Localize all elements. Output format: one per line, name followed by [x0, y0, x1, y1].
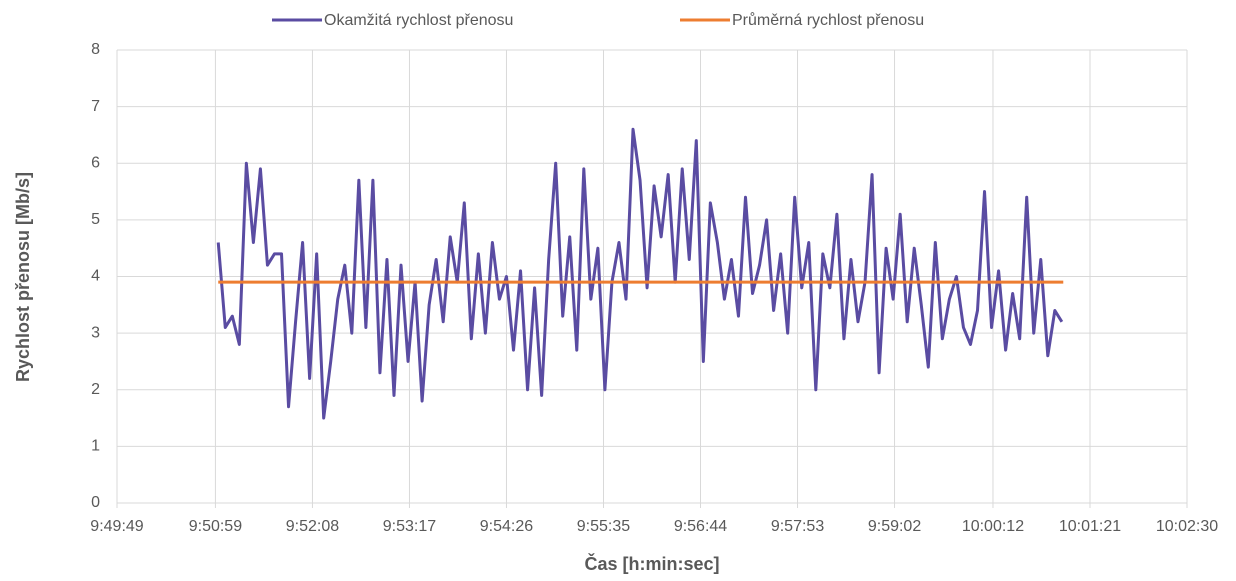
x-tick-label: 9:59:02: [868, 518, 921, 535]
y-tick-label: 1: [91, 438, 100, 455]
x-tick-label: 9:55:35: [577, 518, 630, 535]
y-tick-label: 8: [91, 41, 100, 58]
y-tick-label: 0: [91, 494, 100, 511]
x-tick-label: 9:52:08: [286, 518, 339, 535]
legend-label: Průměrná rychlost přenosu: [732, 11, 924, 29]
legend-label: Okamžitá rychlost přenosu: [324, 12, 513, 29]
y-tick-label: 6: [91, 154, 100, 171]
x-tick-label: 9:57:53: [771, 518, 824, 535]
x-tick-label: 9:56:44: [674, 518, 727, 535]
x-tick-label: 9:53:17: [383, 518, 436, 535]
x-tick-label: 9:50:59: [189, 518, 242, 535]
x-tick-label: 10:02:30: [1156, 518, 1218, 535]
x-tick-label: 9:54:26: [480, 518, 533, 535]
y-tick-label: 2: [91, 381, 100, 398]
x-tick-label: 10:00:12: [962, 518, 1024, 535]
x-axis-title: Čas [h:min:sec]: [584, 553, 719, 574]
x-tick-label: 9:49:49: [90, 518, 143, 535]
y-tick-label: 4: [91, 268, 100, 285]
y-tick-label: 7: [91, 98, 100, 115]
y-axis-title: Rychlost přenosu [Mb/s]: [13, 172, 33, 382]
y-tick-label: 5: [91, 211, 100, 228]
x-tick-label: 10:01:21: [1059, 518, 1121, 535]
data-line: [216, 127, 1064, 420]
y-tick-label: 3: [91, 324, 100, 341]
